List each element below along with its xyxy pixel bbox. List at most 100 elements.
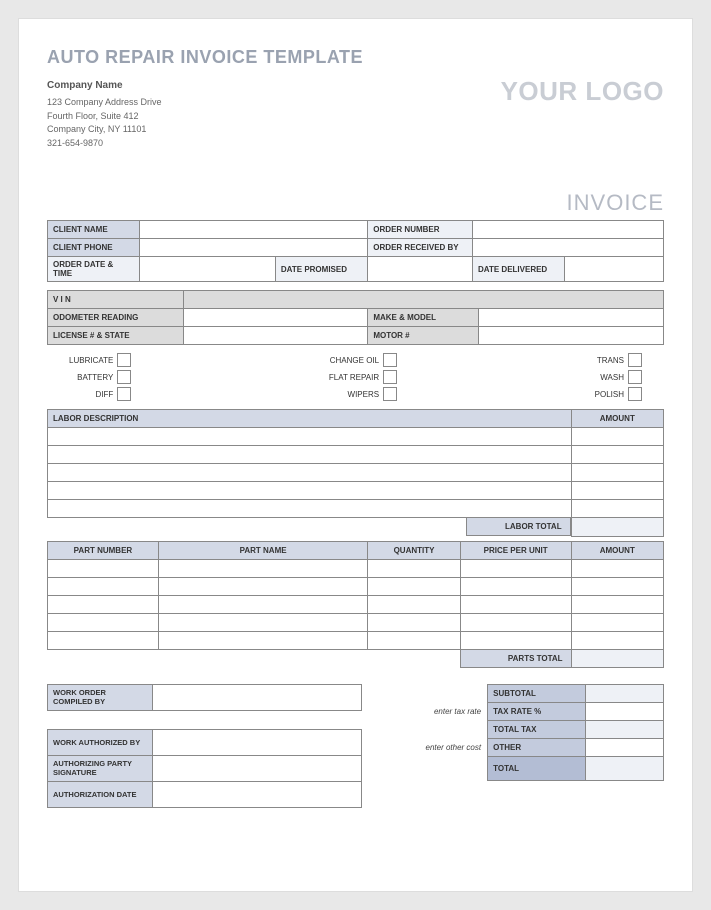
date-promised-label: DATE PROMISED	[275, 257, 367, 282]
parts-cell[interactable]	[48, 595, 159, 613]
parts-cell[interactable]	[48, 631, 159, 649]
parts-cell[interactable]	[368, 595, 460, 613]
labor-total-value	[571, 518, 663, 537]
wo-signature-input[interactable]	[153, 755, 362, 781]
vin-input[interactable]	[183, 291, 663, 309]
order-number-input[interactable]	[473, 221, 664, 239]
parts-cell[interactable]	[571, 631, 663, 649]
labor-row[interactable]	[48, 464, 572, 482]
parts-table: PART NUMBER PART NAME QUANTITY PRICE PER…	[47, 541, 664, 668]
labor-row[interactable]	[48, 428, 572, 446]
labor-desc-hdr: LABOR DESCRIPTION	[48, 410, 572, 428]
order-received-input[interactable]	[473, 239, 664, 257]
subtotal-value	[586, 684, 664, 702]
parts-cell[interactable]	[48, 559, 159, 577]
labor-amount[interactable]	[571, 482, 663, 500]
check-battery-box[interactable]	[117, 370, 131, 384]
labor-amount[interactable]	[571, 428, 663, 446]
odometer-input[interactable]	[183, 309, 368, 327]
taxrate-value[interactable]	[586, 702, 664, 720]
vin-label: V I N	[48, 291, 184, 309]
parts-qty-hdr: QUANTITY	[368, 541, 460, 559]
make-model-input[interactable]	[479, 309, 664, 327]
parts-cell[interactable]	[158, 631, 367, 649]
wo-date-label: AUTHORIZATION DATE	[48, 781, 153, 807]
labor-row[interactable]	[48, 500, 572, 518]
parts-amount-hdr: AMOUNT	[571, 541, 663, 559]
parts-cell[interactable]	[158, 613, 367, 631]
check-changeoil-label: CHANGE OIL	[330, 356, 379, 365]
parts-cell[interactable]	[368, 631, 460, 649]
wo-authorized-input[interactable]	[153, 729, 362, 755]
date-delivered-input[interactable]	[565, 257, 664, 282]
work-order-top-table: WORK ORDER COMPILED BY	[47, 684, 362, 711]
parts-cell[interactable]	[460, 595, 571, 613]
company-addr2: Fourth Floor, Suite 412	[47, 110, 162, 124]
parts-cell[interactable]	[368, 559, 460, 577]
motor-input[interactable]	[479, 327, 664, 345]
check-trans-box[interactable]	[628, 353, 642, 367]
wo-date-input[interactable]	[153, 781, 362, 807]
parts-cell[interactable]	[158, 577, 367, 595]
check-col-3: TRANS WASH POLISH	[595, 353, 642, 401]
client-name-input[interactable]	[140, 221, 368, 239]
date-promised-input[interactable]	[368, 257, 473, 282]
invoice-page: AUTO REPAIR INVOICE TEMPLATE Company Nam…	[18, 18, 693, 892]
check-flatrepair-box[interactable]	[383, 370, 397, 384]
check-wipers-box[interactable]	[383, 387, 397, 401]
parts-cell[interactable]	[571, 559, 663, 577]
header-row: Company Name 123 Company Address Drive F…	[47, 78, 664, 150]
order-number-label: ORDER NUMBER	[368, 221, 473, 239]
other-hint: enter other cost	[405, 738, 488, 756]
parts-cell[interactable]	[368, 613, 460, 631]
motor-label: MOTOR #	[368, 327, 479, 345]
labor-amount[interactable]	[571, 464, 663, 482]
parts-cell[interactable]	[48, 577, 159, 595]
parts-cell[interactable]	[460, 613, 571, 631]
parts-cell[interactable]	[460, 559, 571, 577]
check-lubricate-box[interactable]	[117, 353, 131, 367]
check-polish-box[interactable]	[628, 387, 642, 401]
order-date-input[interactable]	[140, 257, 276, 282]
client-name-label: CLIENT NAME	[48, 221, 140, 239]
tax-hint: enter tax rate	[405, 702, 488, 720]
other-value[interactable]	[586, 738, 664, 756]
company-city: Company City, NY 11101	[47, 123, 162, 137]
parts-cell[interactable]	[460, 577, 571, 595]
parts-cell[interactable]	[158, 595, 367, 613]
check-diff-box[interactable]	[117, 387, 131, 401]
parts-cell[interactable]	[368, 577, 460, 595]
parts-cell[interactable]	[571, 613, 663, 631]
odometer-label: ODOMETER READING	[48, 309, 184, 327]
parts-total-label: PARTS TOTAL	[460, 649, 571, 667]
totaltax-value	[586, 720, 664, 738]
parts-cell[interactable]	[571, 577, 663, 595]
total-value	[586, 756, 664, 780]
labor-amount[interactable]	[571, 446, 663, 464]
check-changeoil-box[interactable]	[383, 353, 397, 367]
client-phone-input[interactable]	[140, 239, 368, 257]
check-wash-box[interactable]	[628, 370, 642, 384]
labor-amount-hdr: AMOUNT	[571, 410, 663, 428]
wo-authorized-label: WORK AUTHORIZED BY	[48, 729, 153, 755]
invoice-label: INVOICE	[47, 190, 664, 216]
totaltax-label: TOTAL TAX	[488, 720, 586, 738]
parts-cell[interactable]	[571, 595, 663, 613]
check-diff-label: DIFF	[96, 390, 114, 399]
logo-placeholder: YOUR LOGO	[501, 76, 664, 107]
parts-cell[interactable]	[48, 613, 159, 631]
parts-cell[interactable]	[460, 631, 571, 649]
bottom-section: WORK ORDER COMPILED BY WORK AUTHORIZED B…	[47, 684, 664, 808]
license-input[interactable]	[183, 327, 368, 345]
check-col-2: CHANGE OIL FLAT REPAIR WIPERS	[329, 353, 397, 401]
wo-compiled-input[interactable]	[153, 684, 362, 710]
company-addr1: 123 Company Address Drive	[47, 96, 162, 110]
labor-row[interactable]	[48, 446, 572, 464]
labor-amount[interactable]	[571, 500, 663, 518]
company-block: Company Name 123 Company Address Drive F…	[47, 78, 162, 150]
parts-cell[interactable]	[158, 559, 367, 577]
labor-row[interactable]	[48, 482, 572, 500]
total-label: TOTAL	[488, 756, 586, 780]
taxrate-label: TAX RATE %	[488, 702, 586, 720]
other-label: OTHER	[488, 738, 586, 756]
